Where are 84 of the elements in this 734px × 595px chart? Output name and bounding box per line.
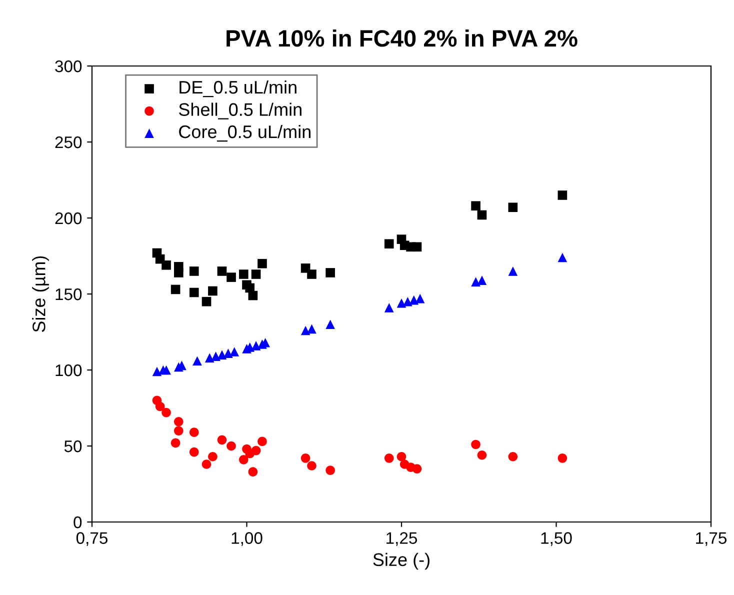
point	[403, 296, 412, 306]
point	[202, 460, 212, 469]
point	[307, 270, 316, 279]
point	[217, 266, 227, 276]
point	[174, 417, 184, 426]
point	[192, 356, 202, 366]
point	[477, 450, 487, 460]
point	[396, 452, 406, 462]
y-tick-label: 250	[55, 136, 82, 148]
point	[396, 298, 406, 308]
x-tick-label: 1,25	[386, 532, 418, 546]
y-tick-label: 300	[55, 60, 82, 72]
x-tick-label: 1,00	[232, 532, 262, 546]
point	[508, 266, 518, 276]
point	[300, 454, 310, 463]
x-tick-label: 0,75	[76, 532, 108, 546]
point	[558, 252, 568, 262]
x-tick-label: 1,50	[541, 532, 572, 546]
legend-label: Core_0.5 uL/min	[179, 124, 310, 142]
point	[155, 402, 165, 412]
point	[307, 461, 316, 470]
point	[307, 324, 316, 334]
point	[412, 464, 422, 474]
point	[415, 294, 425, 304]
point	[409, 295, 419, 305]
point	[162, 365, 171, 375]
point	[162, 408, 171, 418]
point	[251, 270, 261, 279]
point	[508, 202, 518, 212]
point	[162, 260, 171, 270]
point	[251, 341, 261, 350]
y-axis-title: Size (µm)	[32, 256, 49, 332]
point	[217, 350, 227, 360]
point	[208, 452, 218, 462]
point	[412, 242, 422, 252]
legend-label: Shell_0.5 L/min	[178, 102, 302, 120]
point	[217, 435, 227, 445]
point	[471, 440, 480, 450]
legend-label: DE_0.5 uL/min	[180, 80, 296, 98]
point	[248, 290, 258, 300]
y-tick-label: 200	[55, 212, 82, 224]
point	[251, 446, 261, 456]
point	[558, 190, 568, 200]
point	[384, 303, 394, 312]
y-tick-label: 50	[64, 440, 82, 452]
point	[202, 296, 212, 306]
point	[477, 276, 487, 285]
point	[477, 210, 487, 220]
point	[471, 201, 480, 210]
point	[170, 438, 180, 448]
point	[226, 272, 236, 282]
point	[204, 353, 214, 362]
point	[211, 352, 220, 361]
point	[326, 320, 335, 330]
point	[258, 258, 267, 268]
point	[508, 452, 518, 462]
point	[300, 326, 310, 336]
point	[326, 268, 335, 278]
point	[326, 466, 335, 475]
point	[258, 436, 267, 446]
point	[170, 284, 180, 294]
point	[208, 286, 218, 296]
point	[189, 447, 199, 457]
point	[224, 348, 233, 358]
x-tick-label: 1,75	[696, 532, 727, 546]
point	[384, 454, 394, 463]
point	[189, 266, 199, 276]
point	[230, 347, 240, 356]
y-tick-label: 100	[56, 364, 82, 376]
point	[384, 239, 394, 248]
point	[238, 270, 248, 279]
point	[238, 455, 248, 464]
point	[558, 454, 568, 463]
point	[174, 268, 184, 278]
point	[226, 441, 236, 451]
chart-title: PVA 10% in FC40 2% in PVA 2%	[226, 29, 578, 47]
y-tick-label: 0	[74, 516, 82, 528]
point	[248, 467, 258, 476]
point	[471, 277, 480, 286]
point	[189, 288, 199, 298]
point	[174, 426, 184, 436]
y-tick-label: 150	[56, 288, 82, 300]
x-axis-title: Size (-)	[373, 552, 430, 570]
point	[189, 428, 199, 437]
